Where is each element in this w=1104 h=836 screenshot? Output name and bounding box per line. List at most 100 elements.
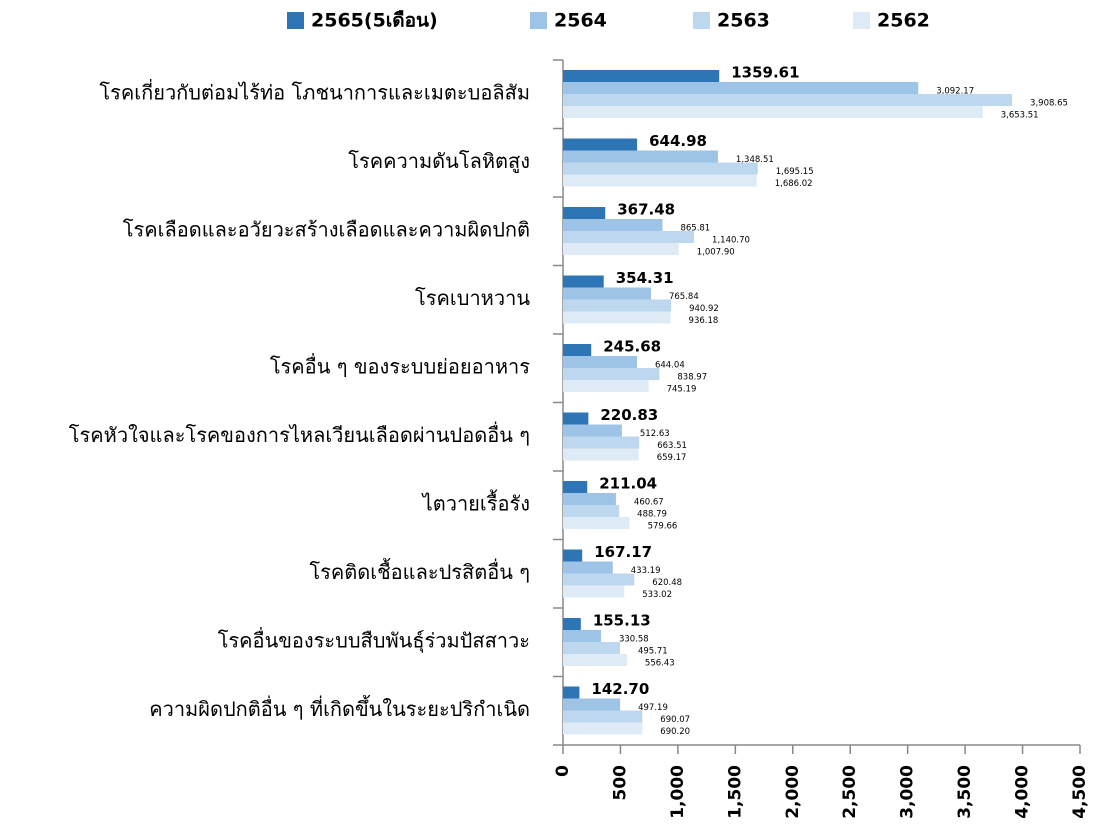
bar — [563, 505, 620, 517]
value-label: 765.84 — [669, 292, 699, 302]
bar — [563, 174, 757, 187]
category-label: ไตวายเรื้อรัง — [421, 490, 530, 516]
x-tick-label: 3,500 — [955, 765, 975, 819]
x-tick-label: 4,500 — [1070, 765, 1090, 819]
bar — [563, 561, 613, 574]
value-label: 1,348.51 — [736, 155, 774, 165]
bar — [563, 82, 919, 94]
legend-swatch — [853, 12, 870, 29]
bar — [563, 299, 672, 312]
value-label: 512.63 — [640, 429, 670, 439]
value-label: 659.17 — [657, 453, 687, 463]
bar — [563, 585, 625, 598]
bar — [563, 311, 671, 324]
value-label: 330.58 — [619, 635, 649, 645]
x-tick-label: 1,000 — [668, 765, 688, 819]
category-label: โรคอื่น ๆ ของระบบย่อยอาหาร — [270, 353, 530, 379]
value-label: 556.43 — [645, 659, 675, 669]
bar — [563, 231, 695, 243]
value-label: 3,653.51 — [1001, 111, 1039, 121]
bar — [563, 162, 758, 175]
bar — [563, 710, 643, 723]
value-label: 433.19 — [631, 566, 661, 576]
bar — [563, 344, 592, 356]
value-label: 690.20 — [660, 727, 690, 737]
bar — [563, 287, 651, 300]
bar — [563, 219, 663, 231]
legend-swatch — [530, 12, 547, 29]
bar — [563, 493, 616, 505]
value-label: 663.51 — [657, 441, 687, 451]
bar — [563, 368, 660, 380]
value-label: 620.48 — [652, 578, 682, 588]
x-tick-label: 0 — [553, 765, 573, 777]
bar — [563, 356, 637, 368]
value-label: 155.13 — [593, 612, 651, 630]
bar — [563, 481, 588, 493]
value-label: 495.71 — [638, 647, 668, 657]
category-label: โรคเบาหวาน — [415, 286, 530, 310]
x-tick-label: 1,500 — [725, 765, 745, 819]
value-label: 142.70 — [591, 680, 649, 698]
value-label: 488.79 — [637, 510, 667, 520]
bar — [563, 686, 580, 699]
bar — [563, 517, 630, 529]
bar — [563, 698, 621, 711]
bar — [563, 436, 640, 449]
bar — [563, 243, 679, 255]
value-label: 690.07 — [660, 715, 690, 725]
x-tick-label: 500 — [610, 765, 630, 801]
category-label: โรคความดันโลหิตสูง — [348, 149, 530, 174]
legend-label: 2564 — [554, 10, 607, 32]
category-label: โรคเกี่ยวกับต่อมไร้ท่อ โภชนาการและเมตะบอ… — [99, 79, 530, 105]
bar — [563, 722, 643, 735]
category-label: โรคอื่นของระบบสืบพันธุ์ร่วมปัสสาวะ — [218, 627, 530, 654]
bar — [563, 207, 606, 219]
legend-label: 2563 — [717, 10, 770, 32]
bar — [563, 380, 649, 392]
legend-swatch — [693, 12, 710, 29]
value-label: 745.19 — [667, 385, 697, 395]
value-label: 497.19 — [638, 703, 668, 713]
category-label: โรคเลือดและอวัยวะสร้างเลือดและความผิดปกต… — [123, 218, 530, 242]
bar — [563, 275, 604, 288]
bar — [563, 70, 720, 82]
bar — [563, 549, 583, 562]
bar — [563, 654, 627, 666]
bar — [563, 94, 1013, 106]
bar — [563, 630, 601, 642]
value-label: 865.81 — [680, 224, 710, 234]
value-label: 220.83 — [600, 406, 658, 424]
category-label: โรคติดเชื้อและปรสิตอื่น ๆ — [309, 558, 530, 584]
value-label: 3,908.65 — [1030, 99, 1068, 109]
value-label: 167.17 — [594, 543, 652, 561]
x-tick-label: 2,000 — [783, 765, 803, 819]
bar — [563, 150, 718, 163]
x-tick-label: 4,000 — [1013, 765, 1033, 819]
value-label: 533.02 — [642, 590, 672, 600]
value-label: 1,140.70 — [712, 236, 750, 246]
legend-swatch — [287, 12, 304, 29]
bar — [563, 424, 622, 437]
x-tick-label: 2,500 — [840, 765, 860, 819]
value-label: 838.97 — [677, 373, 707, 383]
value-label: 579.66 — [648, 522, 678, 532]
x-tick-label: 3,000 — [898, 765, 918, 819]
value-label: 940.92 — [689, 304, 719, 314]
value-label: 1359.61 — [731, 64, 799, 82]
value-label: 1,695.15 — [776, 167, 814, 177]
value-label: 3,092.17 — [936, 87, 974, 97]
value-label: 644.98 — [649, 132, 707, 150]
legend-label: 2562 — [877, 10, 930, 32]
value-label: 460.67 — [634, 498, 664, 508]
legend-label: 2565(5เดือน) — [311, 10, 438, 32]
category-label: ความผิดปกติอื่น ๆ ที่เกิดขึ้นในระยะปริกำ… — [149, 695, 530, 721]
bar — [563, 412, 589, 425]
bar — [563, 106, 983, 118]
bar — [563, 138, 638, 151]
bar — [563, 642, 620, 654]
value-label: 1,007.90 — [697, 248, 735, 258]
bar — [563, 618, 581, 630]
value-label: 1,686.02 — [775, 179, 813, 189]
